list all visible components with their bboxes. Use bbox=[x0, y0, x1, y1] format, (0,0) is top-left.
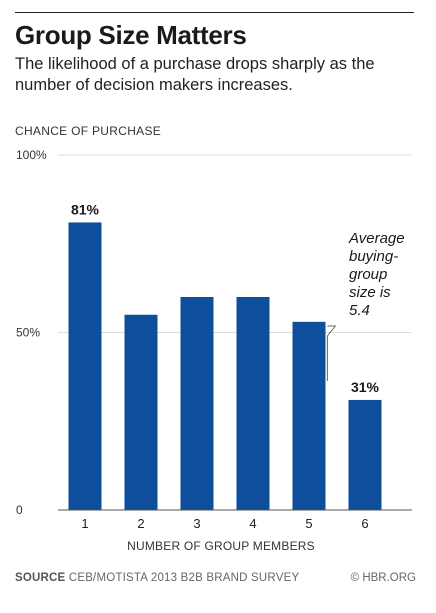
x-tick-label: 5 bbox=[305, 516, 312, 531]
x-tick-label: 2 bbox=[137, 516, 144, 531]
top-rule bbox=[15, 12, 414, 13]
chart-subtitle: The likelihood of a purchase drops sharp… bbox=[15, 55, 375, 94]
bar-2 bbox=[124, 314, 158, 510]
x-axis-label: NUMBER OF GROUP MEMBERS bbox=[127, 539, 315, 553]
y-tick-label: 100% bbox=[16, 148, 47, 162]
source-text: CEB/MOTISTA 2013 B2B BRAND SURVEY bbox=[68, 572, 300, 584]
x-tick-label: 4 bbox=[249, 516, 256, 531]
y-tick-label: 50% bbox=[16, 326, 40, 340]
source-label: SOURCE bbox=[15, 572, 66, 584]
x-tick-label: 1 bbox=[81, 516, 88, 531]
annotation-leader bbox=[326, 325, 337, 381]
annotation-text: Average bbox=[348, 230, 405, 247]
x-tick-label: 3 bbox=[193, 516, 200, 531]
source-note: SOURCE CEB/MOTISTA 2013 B2B BRAND SURVEY bbox=[15, 572, 299, 584]
bar-4 bbox=[236, 297, 270, 510]
data-label: 31% bbox=[351, 379, 380, 395]
credit: © HBR.ORG bbox=[350, 572, 416, 584]
chart-title: Group Size Matters bbox=[15, 20, 247, 50]
bar-3 bbox=[180, 297, 214, 510]
y-tick-label: 0 bbox=[16, 503, 23, 517]
bar-5 bbox=[292, 321, 326, 510]
x-tick-label: 6 bbox=[361, 516, 368, 531]
bar-1 bbox=[68, 222, 102, 510]
annotation-text: group bbox=[349, 266, 387, 283]
annotation-text: buying- bbox=[349, 248, 398, 265]
annotation-text: 5.4 bbox=[349, 302, 370, 319]
y-axis-label: CHANCE OF PURCHASE bbox=[15, 124, 161, 138]
data-label: 81% bbox=[71, 201, 100, 217]
annotation-text: size is bbox=[349, 284, 391, 301]
bar-6 bbox=[348, 399, 382, 510]
